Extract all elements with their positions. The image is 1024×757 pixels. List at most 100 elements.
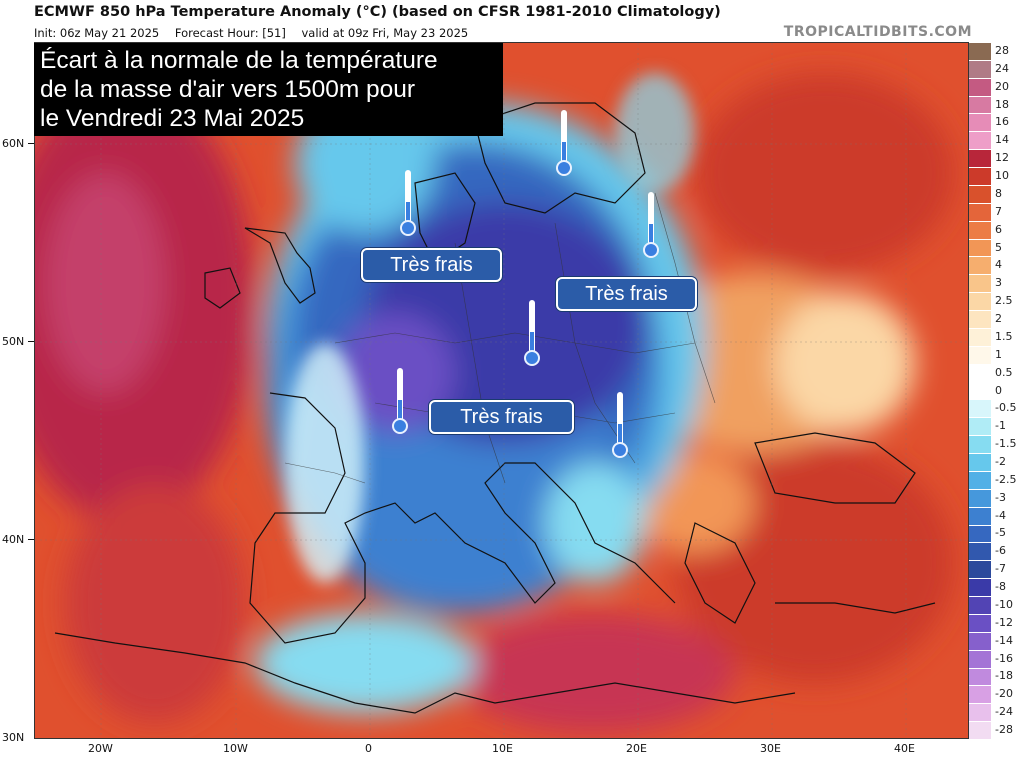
colorbar-label: 18: [995, 97, 1009, 111]
colorbar-label: 24: [995, 61, 1009, 75]
graticule: [35, 43, 968, 738]
lon-label-0: 0: [365, 742, 372, 755]
colorbar-swatch: [969, 238, 991, 257]
colorbar-swatch: [969, 202, 991, 221]
cold-badge: Très frais: [556, 277, 697, 311]
colorbar-label: 5: [995, 240, 1002, 254]
colorbar-swatch: [969, 685, 991, 704]
colorbar-label: -24: [995, 705, 1013, 719]
colorbar-label: 1: [995, 347, 1002, 361]
colorbar-label: 1.5: [995, 329, 1013, 343]
colorbar-swatch: [969, 77, 991, 96]
colorbar-label: -12: [995, 615, 1013, 629]
lat-label-60n: 60N: [2, 137, 25, 150]
colorbar-label: -16: [995, 651, 1013, 665]
lat-tick: [28, 341, 34, 342]
lon-label-40e: 40E: [894, 742, 915, 755]
colorbar-label: 7: [995, 204, 1002, 218]
coastlines: [54, 102, 936, 714]
colorbar-swatch: [969, 95, 991, 114]
colorbar-swatch: [969, 310, 991, 328]
colorbar-swatch: [969, 149, 991, 168]
colorbar-label: 16: [995, 115, 1009, 129]
colorbar-swatch: [969, 363, 991, 382]
lat-tick: [28, 539, 34, 540]
lat-tick: [28, 143, 34, 144]
colorbar-label: -10: [995, 597, 1013, 611]
colorbar: 28 24 20 18 16 14 12 10 8 7 6 5 4 3 2.5 2 1.5 1 0.5 0 -0.5 -1…: [969, 42, 1016, 739]
colorbar-swatch: [969, 470, 991, 489]
colorbar-swatch: [969, 131, 991, 150]
colorbar-swatch: [969, 184, 991, 203]
thermometer-icon: [611, 392, 629, 462]
lat-label-30n: 30N: [2, 731, 25, 744]
colorbar-swatch: [969, 345, 991, 364]
colorbar-swatch: [969, 542, 991, 561]
thermometer-icon: [399, 170, 417, 240]
colorbar-swatch: [969, 327, 991, 346]
colorbar-swatch: [969, 435, 991, 454]
colorbar-swatch: [969, 560, 991, 579]
colorbar-swatch: [969, 256, 991, 275]
colorbar-swatch: [969, 167, 991, 185]
colorbar-swatch: [969, 220, 991, 239]
valid-time: valid at 09z Fri, May 23 2025: [301, 26, 469, 40]
colorbar-label: -7: [995, 562, 1006, 576]
colorbar-label: -20: [995, 687, 1013, 701]
chart-title: ECMWF 850 hPa Temperature Anomaly (°C) (…: [34, 4, 721, 20]
colorbar-swatch: [969, 703, 991, 722]
colorbar-swatch: [969, 381, 991, 400]
colorbar-label: 2: [995, 312, 1002, 325]
overlay-line: Écart à la normale de la température: [40, 47, 438, 74]
lon-label-10w: 10W: [223, 742, 248, 755]
cold-badge: Très frais: [429, 400, 574, 434]
colorbar-swatch: [969, 524, 991, 543]
colorbar-swatch: [969, 631, 991, 650]
colorbar-label: 20: [995, 79, 1009, 93]
colorbar-label: -28: [995, 723, 1013, 737]
colorbar-label: 4: [995, 258, 1002, 272]
colorbar-label: 14: [995, 133, 1009, 147]
colorbar-label: -2.5: [995, 472, 1017, 486]
colorbar-label: 8: [995, 186, 1002, 200]
colorbar-swatch: [969, 453, 991, 471]
lat-label-50n: 50N: [2, 335, 25, 348]
forecast-hour: Forecast Hour: [51]: [174, 26, 286, 40]
colorbar-label: -3: [995, 490, 1006, 504]
chart-header: ECMWF 850 hPa Temperature Anomaly (°C) (…: [34, 2, 994, 42]
colorbar-swatch: [969, 596, 991, 614]
colorbar-swatch: [969, 59, 991, 78]
thermometer-icon: [523, 300, 541, 370]
anomaly-map: [34, 42, 969, 739]
colorbar-label: -5: [995, 526, 1006, 540]
colorbar-swatch: [969, 506, 991, 525]
colorbar-swatch: [969, 417, 991, 436]
colorbar-label: 3: [995, 276, 1002, 290]
colorbar-label: 10: [995, 169, 1009, 183]
colorbar-label: 6: [995, 222, 1002, 236]
colorbar-label: 0: [995, 383, 1002, 397]
colorbar-label: 12: [995, 151, 1009, 165]
init-time: Init: 06z May 21 2025: [34, 26, 160, 40]
colorbar-label: -14: [995, 633, 1013, 647]
colorbar-swatch: [969, 649, 991, 668]
colorbar-label: -1.5: [995, 437, 1017, 451]
thermometer-icon: [642, 192, 660, 262]
colorbar-label: -2: [995, 454, 1006, 468]
colorbar-swatch: [969, 274, 991, 293]
colorbar-label: -6: [995, 544, 1006, 558]
colorbar-swatch: [969, 292, 991, 311]
lon-label-30e: 30E: [760, 742, 781, 755]
colorbar-swatch: [969, 399, 991, 418]
cold-badge: Très frais: [361, 248, 502, 282]
colorbar-swatch: [969, 721, 991, 739]
colorbar-swatch: [969, 488, 991, 507]
colorbar-swatch: [969, 578, 991, 596]
colorbar-label: -0.5: [995, 401, 1017, 415]
brand-watermark: TROPICALTIDBITS.COM: [783, 24, 972, 40]
overlay-line: le Vendredi 23 Mai 2025: [40, 105, 305, 132]
thermometer-icon: [555, 110, 573, 180]
anomaly-field: [35, 73, 955, 733]
colorbar-label: 2.5: [995, 294, 1013, 308]
map-canvas: [35, 43, 968, 738]
